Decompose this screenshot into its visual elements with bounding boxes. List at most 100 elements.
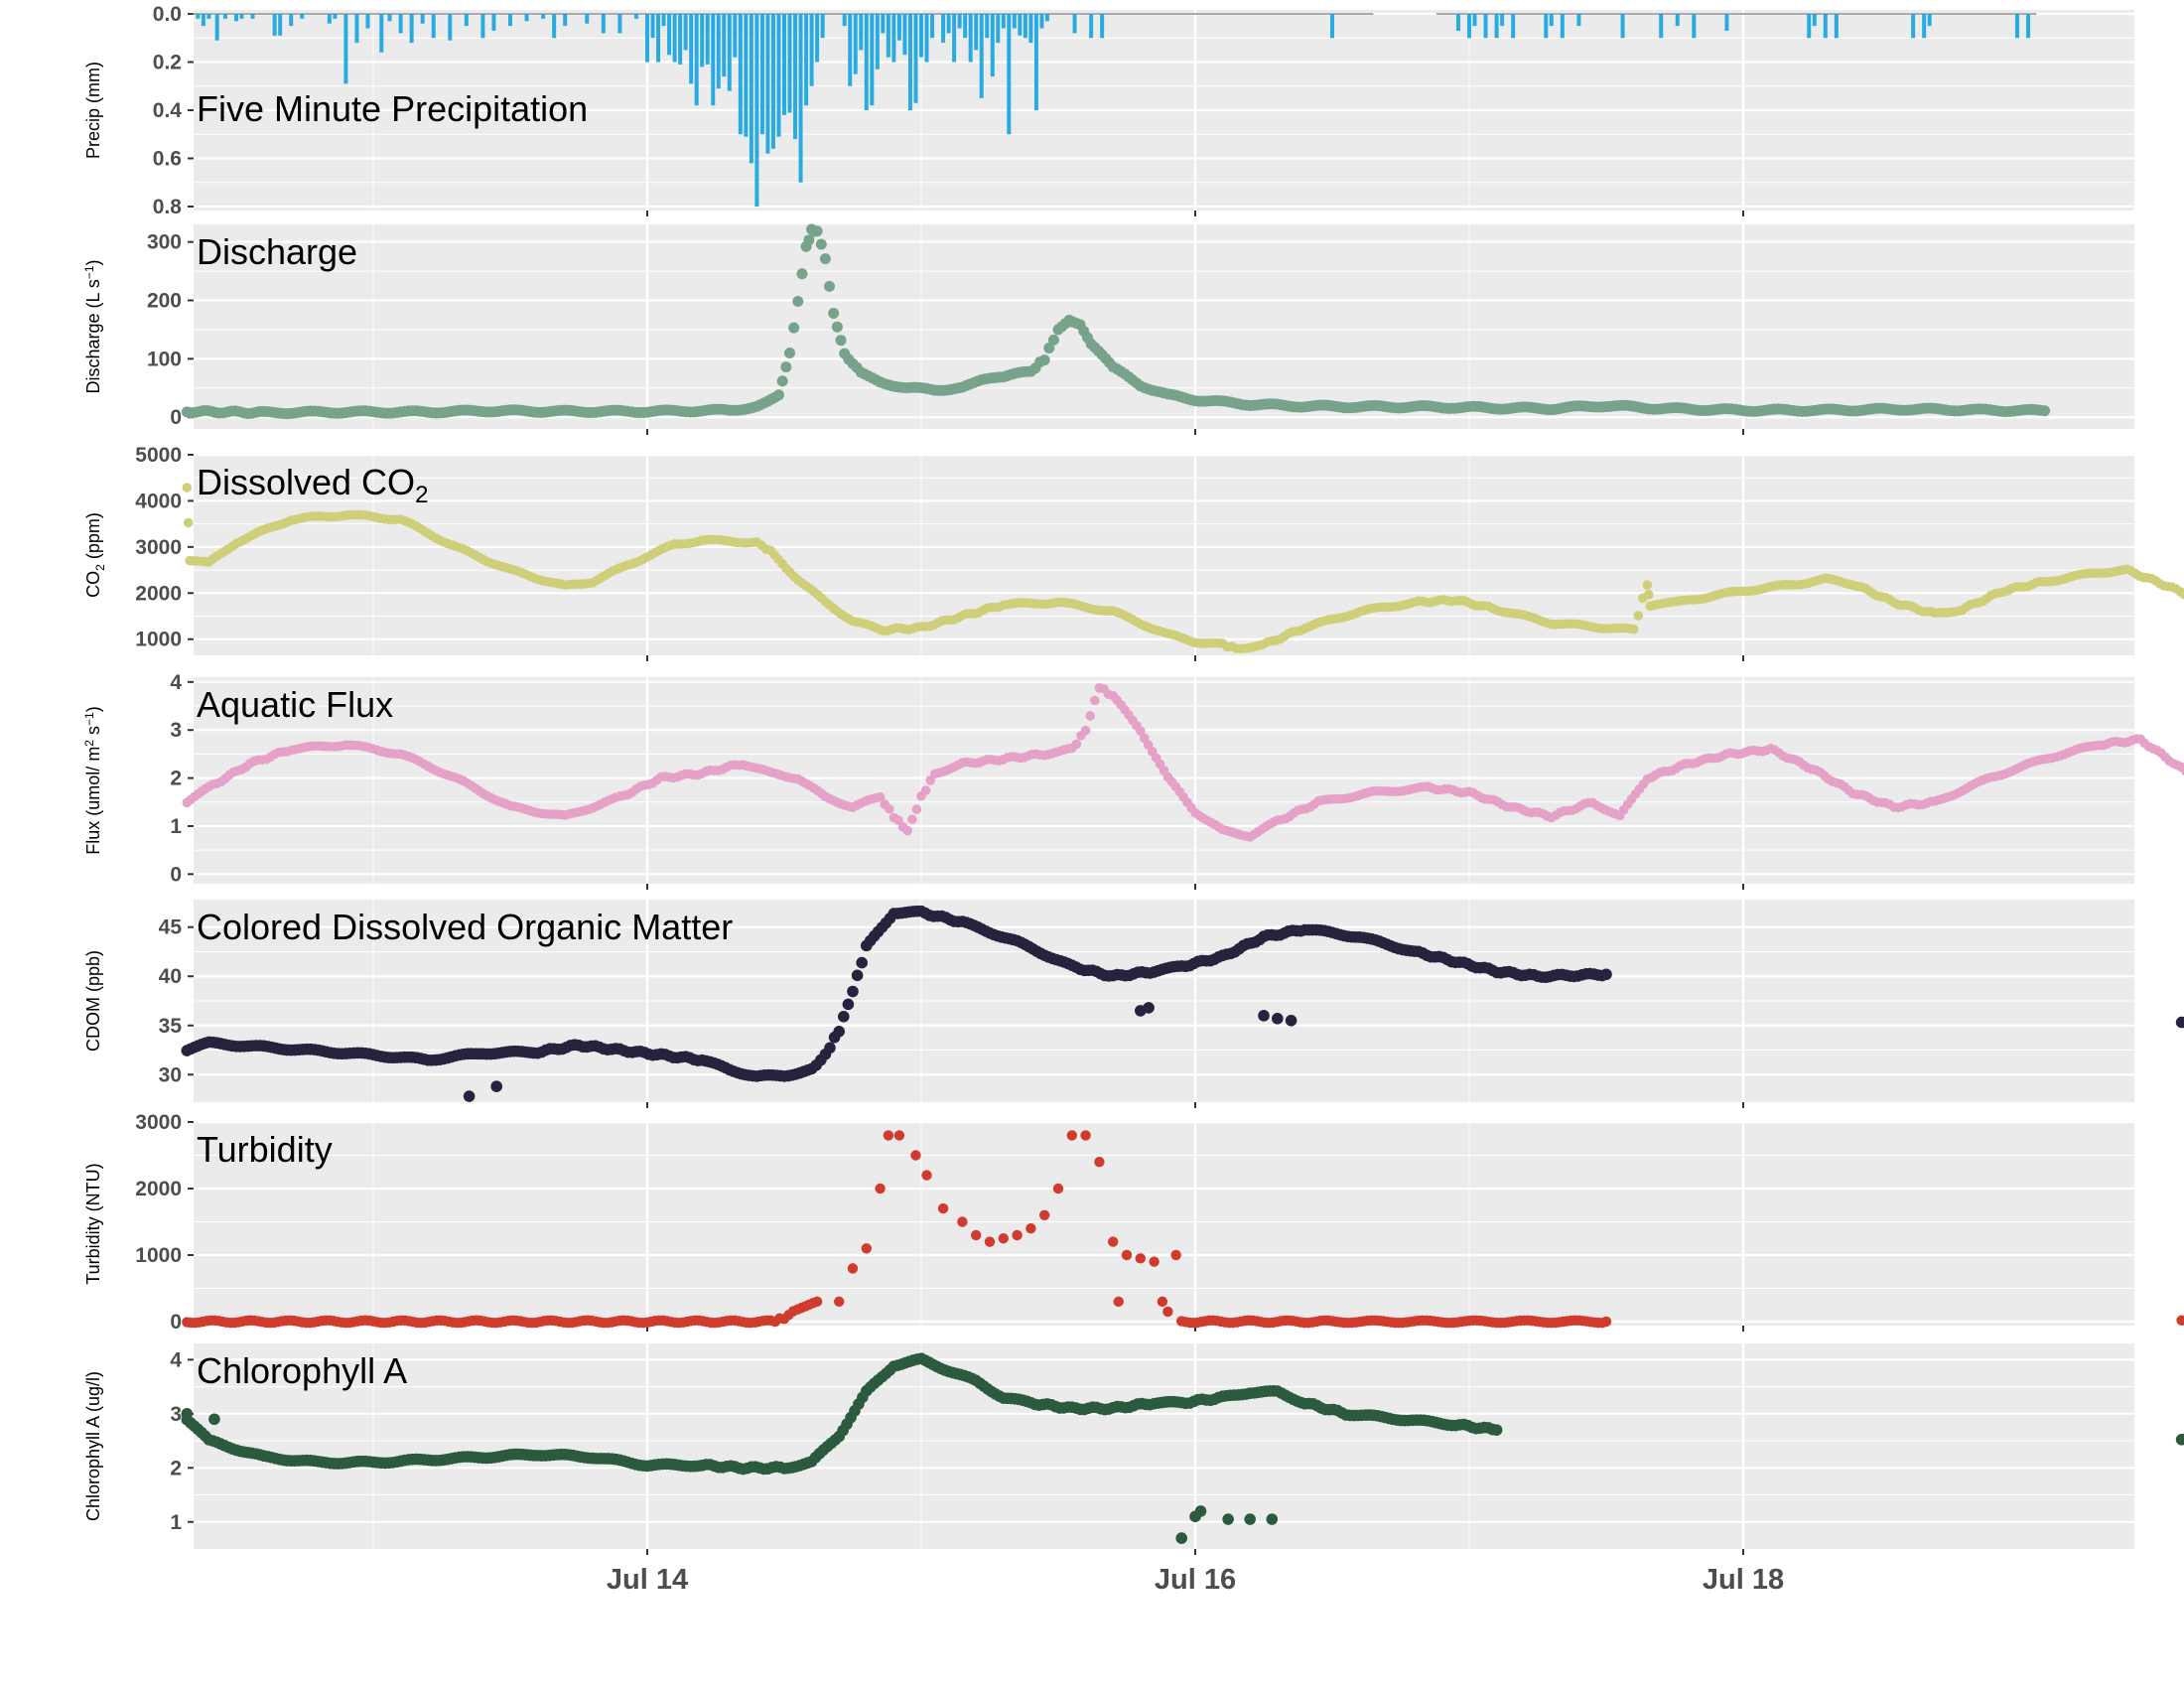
data-point	[181, 1408, 194, 1420]
x-tick-label: Jul 16	[1155, 1564, 1236, 1596]
data-point	[1258, 1010, 1270, 1022]
panel-title: Aquatic Flux	[197, 684, 393, 725]
data-point	[1066, 1130, 1078, 1141]
data-point	[998, 1233, 1009, 1244]
precip-bar	[420, 14, 425, 24]
data-point	[490, 1080, 503, 1092]
precip-bar	[667, 14, 672, 56]
data-point	[893, 1130, 905, 1141]
precip-bar	[820, 14, 825, 39]
data-point	[1090, 695, 1100, 706]
precip-bar	[946, 14, 951, 34]
precip-bar	[930, 14, 935, 39]
data-point	[1600, 1316, 1612, 1328]
x-tick-label: Jul 14	[607, 1564, 688, 1596]
precip-bar	[650, 14, 655, 39]
precip-bar	[815, 14, 820, 63]
precip-bar	[1544, 14, 1549, 39]
precip-bar	[738, 14, 743, 135]
precip-bar	[1724, 14, 1729, 31]
precip-bar	[722, 14, 727, 77]
precip-bar	[448, 14, 453, 41]
data-point	[1080, 725, 1091, 736]
data-point	[1121, 1249, 1133, 1261]
precip-bar	[1511, 14, 1516, 39]
data-point	[1272, 1013, 1284, 1025]
precip-bar	[196, 14, 201, 19]
y-tick-label: 200	[147, 290, 182, 313]
precip-bar	[524, 14, 529, 22]
precip-bar	[711, 14, 716, 106]
data-point	[803, 234, 815, 246]
precip-bar	[793, 14, 798, 140]
data-point	[811, 225, 823, 237]
panel-flux: 0 1 2 3 4 Flux (umol/ m2 s−1) Aquatic Flux	[82, 671, 2184, 890]
precip-bar	[333, 14, 338, 19]
data-point	[1135, 1253, 1147, 1264]
data-point	[1266, 1513, 1279, 1525]
data-point	[1043, 343, 1055, 354]
precip-bar	[601, 14, 606, 34]
precip-bar	[1807, 14, 1812, 39]
precip-bar	[700, 14, 705, 68]
series-flux	[182, 683, 2184, 842]
data-point	[847, 1263, 859, 1274]
data-point	[1175, 1532, 1187, 1544]
data-point	[883, 1130, 894, 1141]
x-axis: Jul 14 Jul 16 Jul 18	[607, 1564, 1784, 1596]
data-point	[819, 253, 831, 265]
precip-bar	[343, 14, 348, 84]
precip-bar	[1072, 14, 1077, 34]
data-point	[834, 1296, 845, 1308]
precip-bar	[1549, 14, 1554, 27]
x-tick-label: Jul 18	[1703, 1564, 1784, 1596]
precip-bar	[963, 14, 968, 39]
precip-bar	[250, 14, 255, 19]
precip-bar	[754, 14, 759, 207]
precip-bar	[798, 14, 803, 183]
precip-bar	[617, 14, 622, 34]
data-point	[182, 483, 193, 492]
precip-bar	[1100, 14, 1105, 39]
data-point	[776, 375, 788, 387]
precip-bar	[300, 14, 305, 19]
data-point	[828, 308, 840, 320]
precip-bar	[804, 14, 809, 106]
y-tick-label: 3000	[135, 1111, 182, 1134]
y-tick-label: 0.2	[153, 52, 182, 74]
precip-bar	[541, 14, 546, 19]
precip-bar	[765, 14, 770, 154]
y-tick-label: 100	[147, 348, 182, 370]
data-point	[1039, 1209, 1050, 1220]
data-point	[2180, 767, 2184, 776]
data-point	[780, 361, 792, 373]
precip-bar	[1039, 14, 1044, 29]
data-point	[1149, 1256, 1160, 1267]
precip-bar	[848, 14, 853, 86]
precip-bar	[924, 14, 929, 63]
precip-bar	[886, 14, 890, 58]
precip-bar	[716, 14, 721, 89]
data-point	[2179, 1017, 2184, 1029]
panel-turbidity: 0 1000 2000 3000 Turbidity (NTU) Turbidity	[83, 1111, 2184, 1334]
precip-bar	[1576, 14, 1581, 27]
precip-bar	[672, 14, 677, 63]
data-point	[1222, 1513, 1234, 1525]
data-point	[893, 815, 903, 825]
precip-bar	[749, 14, 753, 164]
data-point	[1157, 1296, 1168, 1308]
precip-bar	[1500, 14, 1505, 27]
precip-bar	[776, 14, 781, 137]
data-point	[1642, 580, 1653, 590]
data-point	[833, 1025, 845, 1038]
precip-bar	[633, 14, 638, 19]
precip-bar	[864, 14, 869, 110]
precip-bar	[782, 14, 786, 115]
precip-bar	[398, 14, 403, 34]
data-point	[856, 956, 868, 969]
precip-bar	[759, 14, 764, 135]
data-point	[824, 1042, 836, 1055]
precip-bar	[1560, 14, 1565, 39]
panel-title: Dissolved CO2	[197, 462, 428, 508]
y-tick-label: 1	[170, 815, 182, 838]
